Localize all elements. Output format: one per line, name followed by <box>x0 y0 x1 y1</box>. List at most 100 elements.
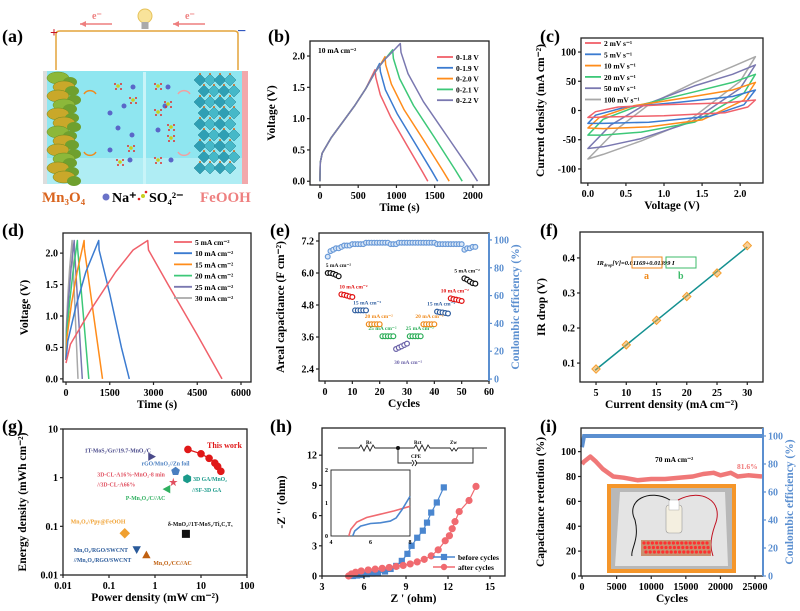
oxygen-atom <box>116 159 118 161</box>
led <box>647 545 651 550</box>
reference-label: Mn₃O₄/CC//AC <box>153 561 191 567</box>
legend-marker <box>440 553 448 561</box>
x-tick-label: 1000 <box>386 191 406 202</box>
panel-label-d: (d) <box>2 220 24 241</box>
x-tick-label: 30 <box>402 387 412 398</box>
x-axis-title: Cycles <box>656 593 688 605</box>
y-tick-label: 1 <box>53 473 58 484</box>
octahedron <box>223 117 237 131</box>
data-point <box>651 315 662 326</box>
reference-label: //3D-CL-A66% <box>96 482 135 488</box>
electrode-flake <box>67 122 81 132</box>
led <box>693 545 698 550</box>
panel-i: (i)0 5000 10000 15000 20000 25000020406080100… <box>535 416 796 605</box>
oxygen-atom <box>155 114 157 116</box>
x-tick-label: 25000 <box>743 582 768 593</box>
led <box>682 550 686 554</box>
x-tick-label: 0.1 <box>103 581 116 592</box>
y-tick-label: 100 <box>561 447 576 458</box>
x-tick-label: 20 <box>375 387 385 398</box>
data-point <box>406 560 414 568</box>
led <box>677 545 681 550</box>
y-tick-label: 2.0 <box>46 249 59 260</box>
led <box>671 541 676 545</box>
led <box>705 541 709 545</box>
x-tick-label: 1500 <box>425 191 445 202</box>
na-ion <box>129 132 135 138</box>
x-tick-label: 25 <box>712 388 722 399</box>
octahedron <box>217 128 231 142</box>
inset-y-tick-label: 1 <box>325 501 328 507</box>
this-work-point <box>184 445 192 454</box>
oxygen-atom <box>219 161 221 163</box>
led <box>686 550 690 554</box>
equation-part: 0.01169 <box>625 260 647 267</box>
data-point <box>455 507 463 516</box>
led <box>669 550 673 554</box>
reference-label: Mn₃O₄//Ppy@FeOOH <box>71 519 126 525</box>
cathode-collector <box>242 71 248 184</box>
feooh-electrode <box>193 73 241 175</box>
sulfate-ion <box>127 145 135 152</box>
oxygen-atom <box>133 145 135 147</box>
cv-loop <box>587 99 757 119</box>
reference-point <box>169 477 178 487</box>
efficiency-point <box>458 241 465 248</box>
y-tick-label: 12 <box>307 451 317 462</box>
plot-area <box>345 482 480 580</box>
inset-x-tick-label: 4 <box>330 540 333 546</box>
oxygen-atom <box>203 106 205 108</box>
y-axis-title: Energy density (mWh cm⁻²) <box>17 432 29 571</box>
electrode-flake <box>65 140 79 150</box>
octahedron <box>207 84 221 98</box>
equation-part: I <box>670 260 675 267</box>
led <box>655 541 659 545</box>
octahedron <box>203 73 217 87</box>
y-axis-title: IR drop (V) <box>536 278 548 336</box>
data-point <box>371 565 379 573</box>
cathode-label: FeOOH <box>200 190 251 206</box>
data-point <box>451 518 459 526</box>
plot-frame <box>62 232 252 383</box>
panel-label-f: (f) <box>540 220 558 241</box>
oxygen-atom <box>229 95 231 97</box>
y-tick-label: 1.5 <box>46 280 59 291</box>
y2-axis-title: Coulombic efficiency (%) <box>510 244 522 369</box>
rate-label: 20 mA cm⁻² <box>415 314 443 320</box>
x-tick-label: 60 <box>484 387 494 398</box>
legend-entry: 50 mV s⁻¹ <box>604 84 636 93</box>
na-ion <box>130 84 136 90</box>
octahedron <box>193 139 207 153</box>
series-line <box>319 49 463 182</box>
octahedron <box>207 128 221 142</box>
na-ion <box>168 157 174 163</box>
oxygen-atom <box>229 161 231 163</box>
legend-entry: 100 mV s⁻¹ <box>604 96 640 105</box>
annotation: 70 mA cm⁻² <box>655 455 694 464</box>
oxygen-atom <box>233 150 235 152</box>
panel-label-c: (c) <box>540 26 560 47</box>
legend-entry: 0-1.8 V <box>456 53 479 62</box>
capacitance-point <box>458 298 465 305</box>
y-axis-title: Voltage (V) <box>19 280 31 336</box>
oxygen-atom <box>160 157 162 159</box>
plot-area <box>324 239 479 353</box>
panel-label-e: (e) <box>270 220 290 241</box>
coefficient-b-box <box>665 256 697 269</box>
x-tick-label: 1500 <box>100 388 120 399</box>
y-tick-label: 20 <box>566 547 576 558</box>
y2-tick-label: 40 <box>494 319 504 330</box>
oxygen-atom <box>203 128 205 130</box>
led <box>698 545 702 550</box>
octahedron <box>193 73 207 87</box>
na-ion <box>155 127 161 133</box>
x-tick-label: 2.0 <box>734 189 747 200</box>
oxygen-atom <box>173 124 175 126</box>
data-point <box>465 496 473 505</box>
led <box>664 545 668 550</box>
y-tick-label: 3.6 <box>302 333 315 344</box>
x-tick-label: 0.5 <box>620 189 633 200</box>
legend-entry: 30 mA cm⁻² <box>195 294 234 303</box>
x-tick-label: 0 <box>64 388 69 399</box>
